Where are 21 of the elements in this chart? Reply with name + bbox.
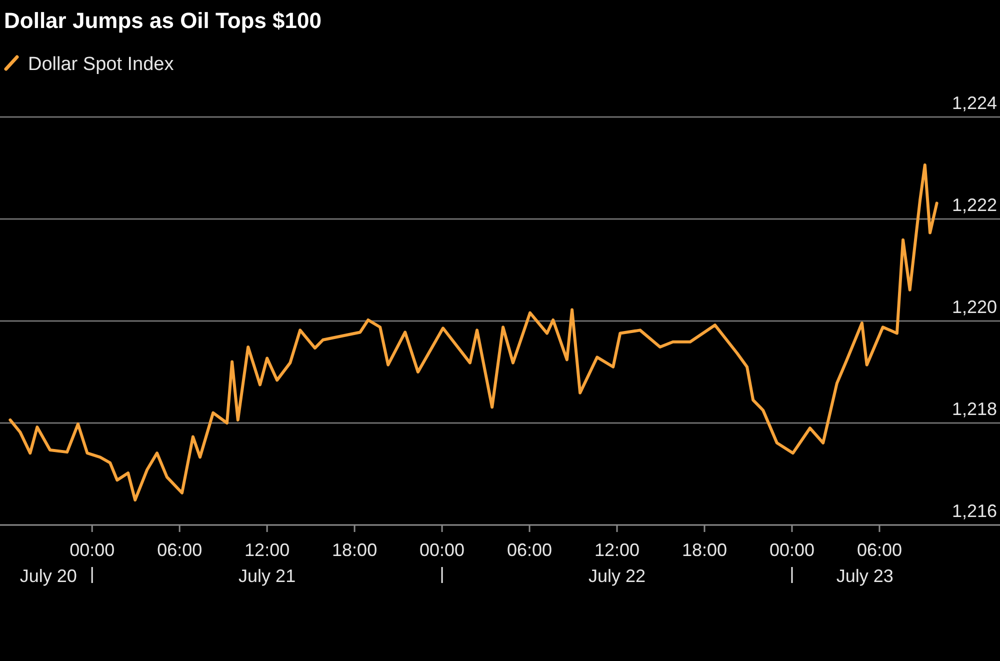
x2-tick-label: July 21 <box>238 566 296 586</box>
x-tick-label: 06:00 <box>507 540 552 560</box>
y-tick-label: 1,216 <box>952 501 997 521</box>
x2-tick-label: July 23 <box>836 566 894 586</box>
x-tick-label: 12:00 <box>594 540 640 560</box>
y-tick-label: 1,220 <box>952 297 997 317</box>
chart-title: Dollar Jumps as Oil Tops $100 <box>4 8 322 33</box>
x-tick-label: 06:00 <box>856 540 902 560</box>
x-tick-label: 18:00 <box>332 540 378 560</box>
x-tick-label: 00:00 <box>420 540 465 560</box>
y-tick-label: 1,224 <box>952 93 997 113</box>
x2-tick-label: July 20 <box>20 566 77 586</box>
x-tick-label: 06:00 <box>157 540 202 560</box>
y-tick-label: 1,222 <box>952 195 997 215</box>
x-tick-label: 18:00 <box>682 540 728 560</box>
x2-tick-label: July 22 <box>588 566 646 586</box>
y-tick-label: 1,218 <box>952 399 997 419</box>
x-tick-label: 12:00 <box>244 540 290 560</box>
x-tick-label: 00:00 <box>769 540 815 560</box>
x-tick-label: 00:00 <box>70 540 115 560</box>
legend-label: Dollar Spot Index <box>28 54 174 75</box>
